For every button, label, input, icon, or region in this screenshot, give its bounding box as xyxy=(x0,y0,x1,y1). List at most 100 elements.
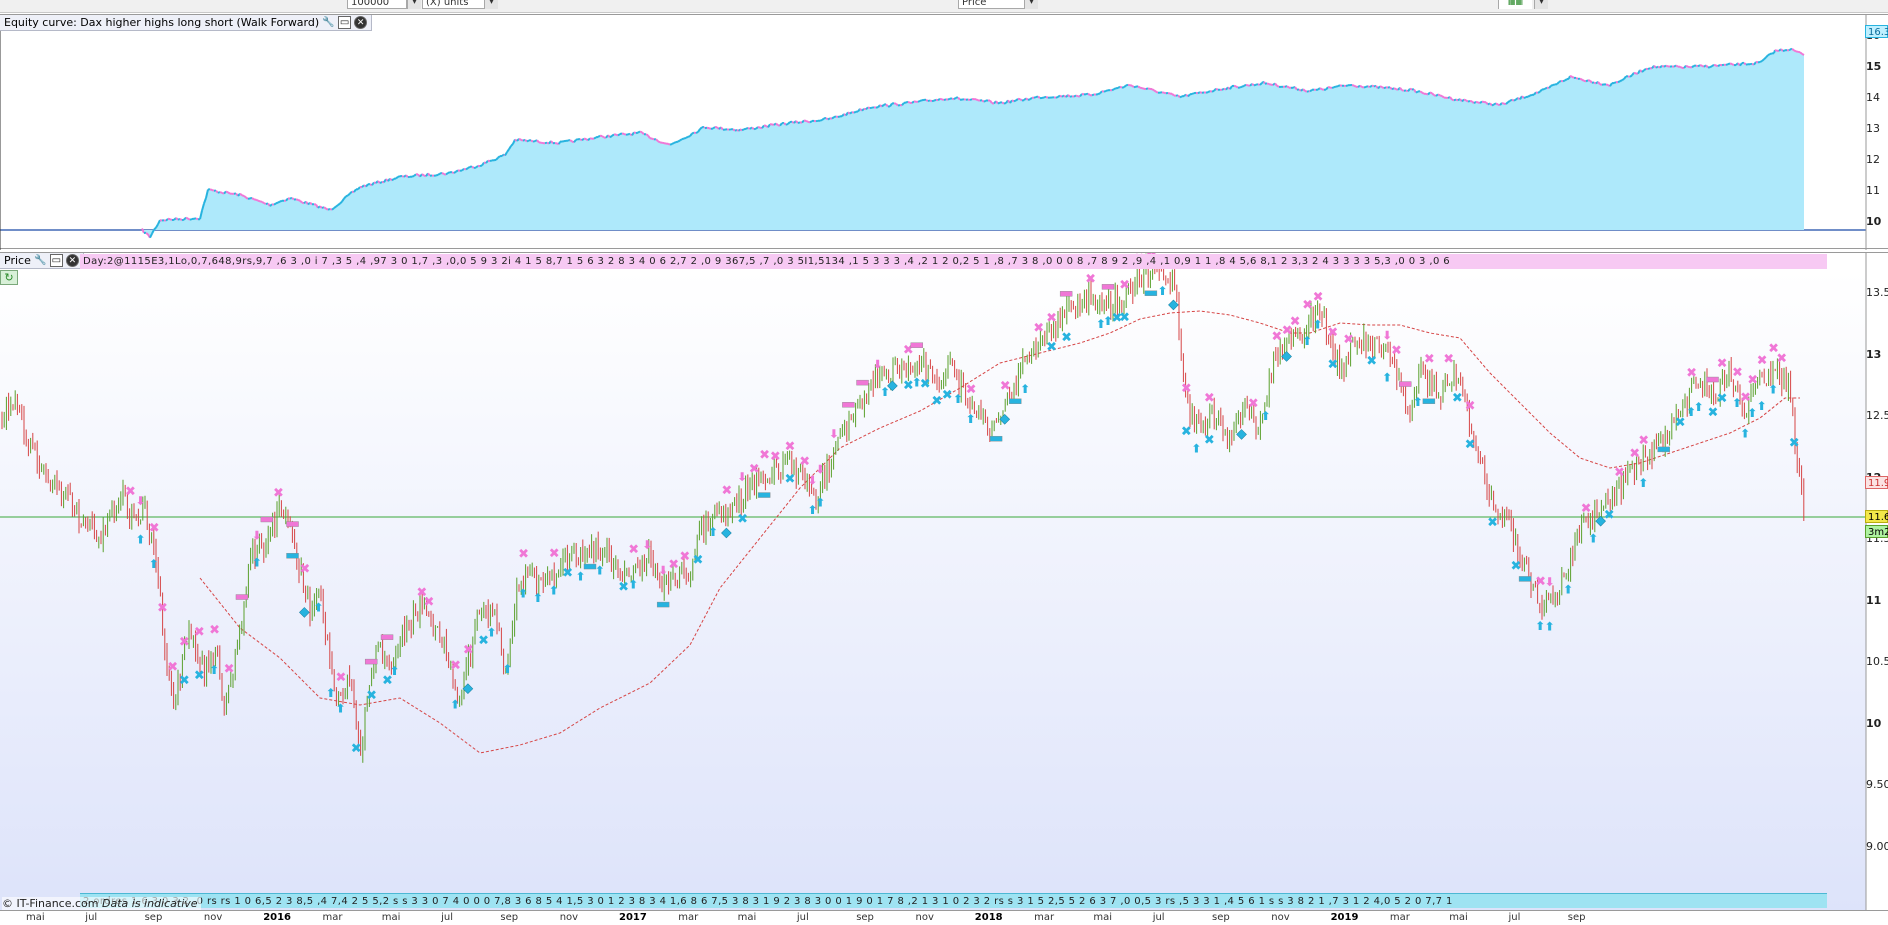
equity-curve-segment xyxy=(319,205,323,209)
trade-exit-marker: ✖ xyxy=(1181,424,1192,439)
capital-dropdown-icon[interactable]: ▾ xyxy=(407,0,421,9)
trade-exit-marker: ✖ xyxy=(194,668,205,683)
equity-curve-segment xyxy=(907,100,911,104)
maximize-icon[interactable]: ▭ xyxy=(338,16,352,29)
trade-exit-marker: ✖ xyxy=(618,580,629,595)
equity-curve-segment xyxy=(619,132,623,135)
equity-curve-segment xyxy=(751,126,755,130)
equity-curve-segment xyxy=(1015,98,1019,102)
equity-curve-segment xyxy=(819,119,823,122)
equity-curve-segment xyxy=(495,157,499,161)
equity-curve-segment xyxy=(405,174,409,178)
equity-curve-segment xyxy=(1579,77,1583,81)
order-diamond-marker xyxy=(721,527,732,539)
equity-curve-segment xyxy=(1593,81,1597,85)
equity-curve-segment xyxy=(1529,93,1533,97)
chart-settings-icon[interactable]: ▦▦ xyxy=(1498,0,1532,9)
equity-curve-segment xyxy=(685,135,689,139)
trade-exit-marker: ✖ xyxy=(1046,311,1057,326)
equity-curve-segment xyxy=(1177,94,1181,99)
equity-curve-segment xyxy=(1185,93,1189,98)
trade-exit-marker: ✖ xyxy=(1327,325,1338,340)
equity-curve-segment xyxy=(1619,79,1623,83)
equity-curve-segment xyxy=(1381,86,1385,90)
trade-exit-marker: ✖ xyxy=(416,586,427,601)
x-axis-month-label: 2018 xyxy=(974,912,1003,923)
wrench-icon[interactable]: 🔧 xyxy=(322,16,335,28)
trade-exit-marker: ✖ xyxy=(668,557,679,572)
equity-curve-segment xyxy=(1127,83,1131,87)
equity-curve-segment xyxy=(879,104,883,108)
equity-curve-segment xyxy=(1535,91,1539,94)
equity-curve-segment xyxy=(497,155,501,159)
refresh-icon[interactable]: ↻ xyxy=(0,270,18,285)
x-axis-month-label: mai xyxy=(381,912,401,923)
equity-curve-segment xyxy=(269,203,273,207)
trade-exit-marker: ✖ xyxy=(179,635,190,650)
equity-curve-segment xyxy=(689,132,693,137)
buy-arrow-marker: ⬆ xyxy=(136,532,146,546)
equity-curve-segment xyxy=(671,142,675,145)
ma-value-tag: 11.9 xyxy=(1865,476,1888,489)
equity-curve-segment xyxy=(929,99,933,103)
equity-curve-segment xyxy=(155,223,159,229)
equity-curve-segment xyxy=(1653,65,1657,69)
order-diamond-marker xyxy=(1236,429,1247,440)
close-icon[interactable]: ✕ xyxy=(354,16,368,29)
trade-exit-marker: ✖ xyxy=(1487,515,1498,530)
equity-curve-segment xyxy=(1621,78,1625,82)
equity-curve-segment xyxy=(1655,65,1659,69)
sell-arrow-marker: ⬇ xyxy=(737,470,747,484)
order-diamond-marker xyxy=(1168,299,1179,311)
trade-exit-marker: ✖ xyxy=(1000,379,1011,394)
sell-arrow-marker: ⬇ xyxy=(829,427,839,441)
equity-curve-segment xyxy=(1509,98,1513,102)
equity-curve-segment xyxy=(481,161,485,167)
equity-curve-segment xyxy=(1485,101,1489,106)
equity-curve-segment xyxy=(637,130,641,134)
equity-curve-segment xyxy=(205,189,209,199)
equity-curve-segment xyxy=(510,143,514,147)
equity-curve-segment xyxy=(1317,87,1321,91)
buy-arrow-marker: ⬆ xyxy=(1638,476,1648,490)
buy-arrow-marker: ⬆ xyxy=(487,626,497,640)
x-axis-month-label: 2016 xyxy=(263,912,292,923)
equity-curve-segment xyxy=(925,98,929,102)
equity-curve-segment xyxy=(257,199,261,203)
equity-curve-segment xyxy=(1027,98,1031,101)
equity-curve-segment xyxy=(1253,83,1257,87)
chart-settings-dropdown-icon[interactable]: ▾ xyxy=(1534,0,1548,9)
order-diamond-marker xyxy=(887,380,898,392)
trade-exit-marker: ✖ xyxy=(424,595,435,610)
maximize-icon[interactable]: ▭ xyxy=(49,254,63,267)
price-mode-dropdown-icon[interactable]: ▾ xyxy=(1024,0,1038,9)
trade-exit-marker: ✖ xyxy=(273,486,284,501)
trade-exit-marker: ✖ xyxy=(1629,447,1640,462)
equity-curve-segment xyxy=(835,115,839,118)
capital-field[interactable]: 100000 xyxy=(347,0,407,9)
equity-curve-panel: Equity curve: Dax higher highs long shor… xyxy=(0,14,1888,250)
trade-exit-marker: ✖ xyxy=(1708,405,1719,420)
equity-curve-segment xyxy=(753,127,757,131)
equity-curve-segment xyxy=(569,139,573,143)
buy-arrow-marker: ⬆ xyxy=(1313,318,1323,332)
equity-curve-segment xyxy=(1379,85,1383,88)
equity-curve-segment xyxy=(245,196,249,200)
equity-curve-segment xyxy=(1439,94,1443,98)
x-axis-month-label: nov xyxy=(1271,912,1290,923)
trade-exit-marker: ✖ xyxy=(478,633,489,648)
wrench-icon[interactable]: 🔧 xyxy=(34,254,47,266)
units-dropdown-icon[interactable]: ▾ xyxy=(484,0,498,9)
equity-curve-segment xyxy=(1263,81,1266,85)
equity-curve-segment xyxy=(339,200,343,205)
equity-curve-segment xyxy=(1562,79,1566,83)
equity-curve-segment xyxy=(395,176,399,180)
y-axis-tick-label: 10 xyxy=(1866,215,1882,228)
trade-exit-marker: ✖ xyxy=(679,550,690,565)
equity-curve-segment xyxy=(1081,92,1085,96)
trade-exit-marker: ✖ xyxy=(463,643,474,658)
equity-curve-segment xyxy=(757,126,761,129)
equity-curve-segment xyxy=(195,217,199,221)
close-icon[interactable]: ✕ xyxy=(65,254,79,267)
equity-curve-segment xyxy=(1105,89,1109,92)
